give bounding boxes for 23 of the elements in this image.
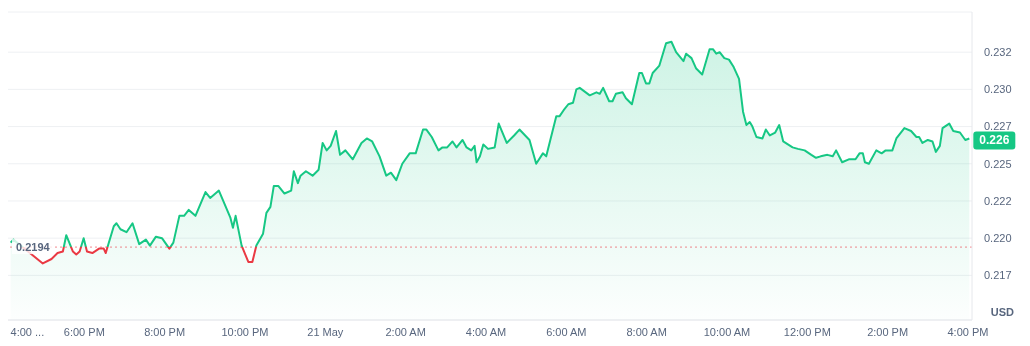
y-tick-label: 0.225 <box>984 157 1012 170</box>
ref-line-label: 0.2194 <box>16 241 51 254</box>
y-tick-label: 0.220 <box>984 232 1012 245</box>
annotation: 0.226 <box>979 133 1010 148</box>
x-tick-label: 4:00 PM <box>947 325 989 338</box>
y-tick-label: 0.227 <box>984 120 1012 133</box>
x-tick-label: 8:00 PM <box>144 325 186 338</box>
x-tick-label: 6:00 AM <box>546 325 587 338</box>
x-tick-label: 8:00 AM <box>626 325 667 338</box>
x-tick-label: 4:00 ... <box>10 325 45 338</box>
x-tick-label: 4:00 AM <box>465 325 507 338</box>
x-tick-label: 10:00 PM <box>221 325 269 338</box>
y-axis-title: USD <box>990 306 1015 318</box>
x-tick-label: 12:00 PM <box>783 325 831 338</box>
y-tick-label: 0.217 <box>984 269 1012 282</box>
x-tick-label: 2:00 PM <box>867 325 909 338</box>
y-tick-label: 0.230 <box>984 83 1012 96</box>
x-tick-label: 6:00 PM <box>63 325 105 338</box>
y-tick-label: 0.232 <box>984 46 1012 59</box>
y-tick-label: 0.222 <box>984 194 1012 207</box>
x-tick-label: 10:00 AM <box>703 325 751 338</box>
x-tick-label: 21 May <box>307 325 344 338</box>
x-tick-label: 2:00 AM <box>385 325 426 338</box>
